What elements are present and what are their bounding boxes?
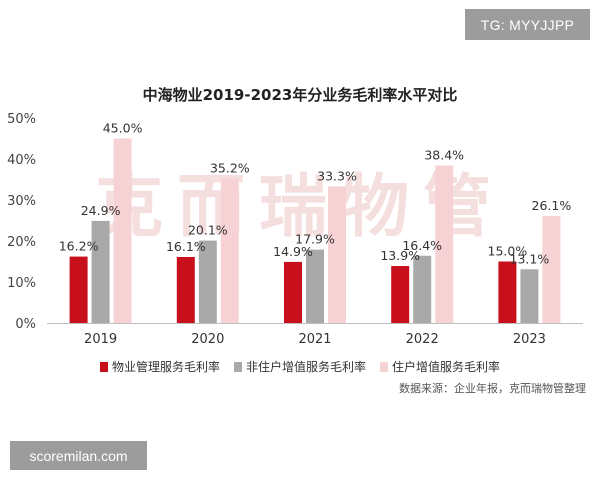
data-label: 16.2% — [59, 239, 99, 254]
data-label: 14.9% — [273, 244, 313, 259]
legend: 物业管理服务毛利率 非住户增值服务毛利率 住户增值服务毛利率 — [0, 358, 600, 375]
legend-swatch-residential — [380, 361, 388, 372]
bar-residential — [328, 186, 346, 323]
y-tick-label: 0% — [15, 317, 36, 332]
bar-nonresidential — [413, 255, 432, 323]
data-label: 16.4% — [402, 238, 442, 253]
data-label: 17.9% — [295, 232, 335, 247]
legend-item-property: 物业管理服务毛利率 — [99, 358, 220, 375]
bar-residential — [220, 178, 239, 323]
data-label: 26.1% — [532, 198, 572, 213]
data-label: 16.1% — [166, 239, 206, 254]
bar-property — [391, 266, 410, 323]
data-label: 13.1% — [510, 251, 550, 266]
background-watermark: 克而瑞物管 — [94, 168, 505, 247]
y-tick-label: 30% — [7, 194, 36, 209]
bar-property — [176, 256, 195, 323]
data-label: 15.0% — [488, 244, 528, 259]
bar-residential — [542, 215, 561, 323]
legend-swatch-property — [99, 361, 108, 372]
data-label: 24.9% — [81, 203, 121, 218]
bar-residential — [435, 165, 454, 323]
data-label: 38.4% — [424, 148, 464, 163]
bar-nonresidential — [91, 220, 110, 323]
bar-nonresidential — [306, 249, 324, 323]
x-tick-label: 2021 — [298, 332, 331, 347]
bar-property — [69, 256, 88, 323]
data-label: 45.0% — [103, 121, 143, 136]
legend-label-residential: 住户增值服务毛利率 — [392, 360, 501, 374]
data-label: 20.1% — [188, 223, 228, 238]
chart-title: 中海物业2019-2023年分业务毛利率水平对比 — [142, 86, 458, 104]
x-tick-label: 2022 — [406, 332, 439, 347]
bar-residential — [113, 138, 132, 323]
y-tick-label: 40% — [7, 153, 36, 168]
y-tick-label: 20% — [7, 235, 36, 250]
legend-item-residential: 住户增值服务毛利率 — [380, 358, 500, 375]
data-label: 35.2% — [210, 161, 250, 176]
data-label: 33.3% — [317, 168, 357, 183]
x-tick-label: 2020 — [191, 332, 224, 347]
bar-nonresidential — [198, 240, 217, 323]
tg-badge: TG: MYYJJPP — [465, 9, 590, 40]
legend-swatch-nonresidential — [233, 361, 242, 372]
x-tick-label: 2023 — [513, 332, 546, 347]
source-note: 数据来源：企业年报，克而瑞物管整理 — [399, 382, 586, 395]
legend-item-nonresidential: 非住户增值服务毛利率 — [233, 358, 366, 375]
bar-property — [284, 261, 302, 323]
y-tick-label: 50% — [7, 112, 36, 127]
data-label: 13.9% — [380, 248, 420, 263]
bar-property — [498, 261, 517, 323]
legend-label-nonresidential: 非住户增值服务毛利率 — [245, 360, 366, 374]
bar-nonresidential — [520, 269, 539, 323]
x-tick-label: 2019 — [84, 332, 117, 347]
site-watermark: scoremilan.com — [10, 441, 147, 470]
y-tick-label: 10% — [7, 276, 36, 291]
legend-label-property: 物业管理服务毛利率 — [111, 360, 220, 374]
